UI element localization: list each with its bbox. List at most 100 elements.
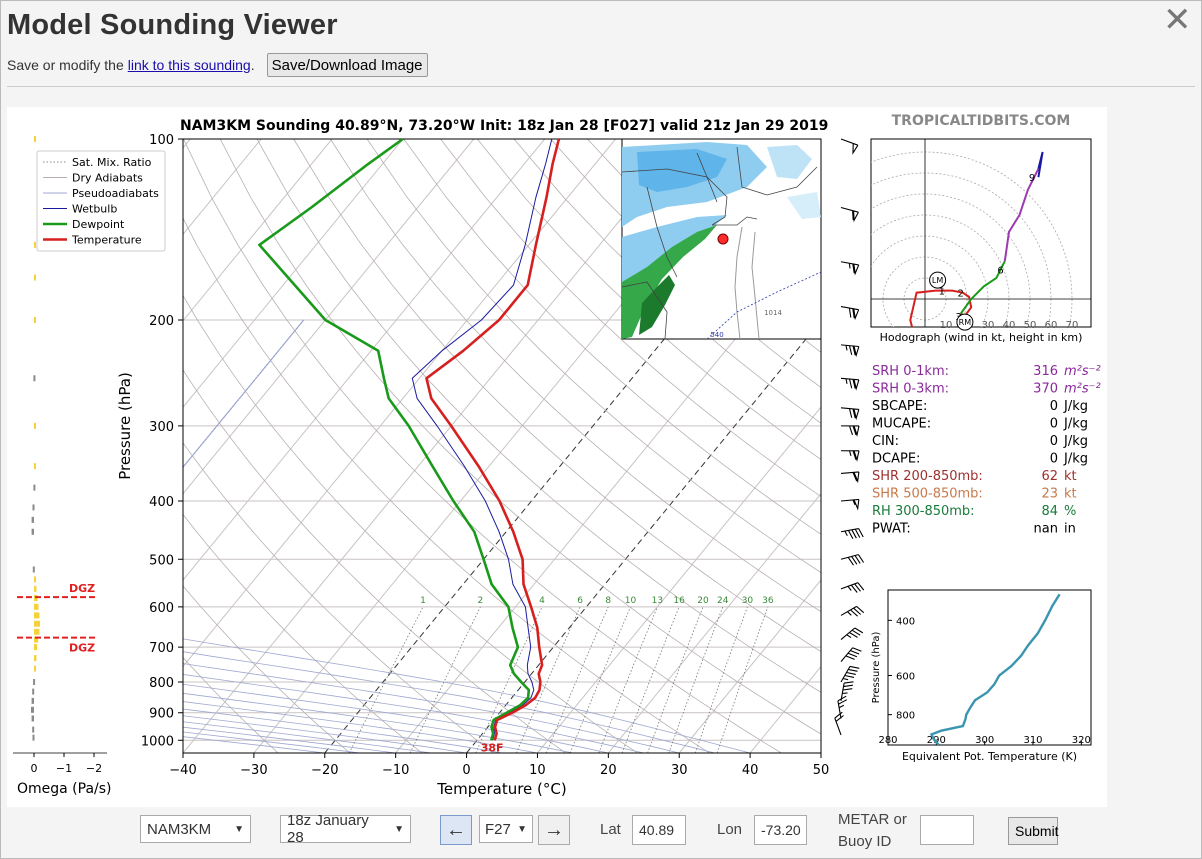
mixing-ratio-line bbox=[569, 606, 631, 753]
omega-bar bbox=[34, 603, 39, 610]
mixing-ratio-label: 1 bbox=[420, 596, 426, 606]
omega-bar bbox=[34, 463, 36, 470]
mixing-ratio-label: 2 bbox=[477, 596, 483, 606]
y-tick-label: 900 bbox=[149, 707, 174, 722]
theta-e-x-tick-label: 300 bbox=[975, 735, 994, 746]
index-value: 84 bbox=[1041, 504, 1058, 519]
omega-bar bbox=[32, 726, 35, 733]
wind-barb bbox=[840, 377, 860, 391]
radar-map-inset: 540 1014 bbox=[621, 138, 822, 340]
x-axis-label: Temperature (°C) bbox=[436, 780, 566, 798]
omega-bar bbox=[33, 375, 36, 382]
surface-temp-label: 38F bbox=[481, 741, 504, 754]
pseudo-adiabat bbox=[183, 319, 467, 753]
index-unit: in bbox=[1064, 522, 1076, 537]
lon-input[interactable]: -73.20 bbox=[754, 815, 807, 845]
isobar-contour bbox=[734, 226, 743, 340]
hodograph-ring-label: 40 bbox=[1003, 320, 1016, 331]
radar-echo bbox=[622, 225, 717, 339]
theta-e-y-tick-label: 400 bbox=[896, 616, 915, 627]
mixing-ratio-line bbox=[694, 606, 748, 753]
wind-barb bbox=[840, 528, 864, 540]
omega-bar bbox=[34, 422, 36, 429]
x-tick-label: 20 bbox=[600, 763, 617, 778]
dgz-label: DGZ bbox=[69, 582, 95, 595]
skewt-axes: −40 −30 −20 −10 0 10 20 30 40 50 100 200 300 400 500 60… bbox=[116, 133, 829, 798]
dry-adiabat bbox=[183, 369, 566, 753]
omega-tick-label: −2 bbox=[86, 762, 102, 775]
sounding-figure-svg: NAM3KM Sounding 40.89°N, 73.20°W Init: 1… bbox=[13, 113, 1101, 798]
index-value: 0 bbox=[1050, 399, 1058, 414]
sounding-link[interactable]: link to this sounding bbox=[127, 57, 251, 73]
omega-bar bbox=[34, 628, 40, 635]
wind-barb bbox=[840, 450, 860, 462]
dry-adiabat bbox=[440, 139, 821, 498]
index-label: SRH 0-3km: bbox=[872, 382, 949, 397]
theta-e-x-tick-label: 310 bbox=[1023, 735, 1042, 746]
theta-e-profile bbox=[929, 593, 1061, 745]
index-value: 0 bbox=[1050, 417, 1058, 432]
previous-hour-button[interactable]: ← bbox=[440, 815, 472, 845]
index-unit: kt bbox=[1064, 487, 1077, 502]
omega-bar bbox=[31, 706, 34, 713]
x-tick-label: 0 bbox=[462, 763, 470, 778]
hodograph-trace bbox=[909, 289, 973, 327]
omega-bar bbox=[34, 612, 40, 619]
wind-barb bbox=[840, 627, 864, 640]
wind-barb bbox=[840, 582, 865, 593]
theta-e-plot bbox=[929, 593, 1061, 745]
wind-barb bbox=[840, 261, 860, 276]
mixing-ratio-line bbox=[545, 606, 609, 753]
run-select[interactable]: 18z January 28 ▼ bbox=[280, 812, 411, 846]
y-tick-label: 100 bbox=[149, 133, 174, 148]
brand-watermark: TROPICALTIDBITS.COM bbox=[892, 113, 1071, 129]
wind-barb bbox=[837, 695, 848, 719]
lat-input[interactable]: 40.89 bbox=[632, 815, 686, 845]
submit-button[interactable]: Submit bbox=[1008, 817, 1059, 845]
mixing-ratio-line bbox=[348, 606, 424, 753]
figure-title: NAM3KM Sounding 40.89°N, 73.20°W Init: 1… bbox=[180, 118, 828, 134]
isotherm-line bbox=[183, 139, 475, 495]
isotherm-line bbox=[183, 139, 616, 668]
x-tick-label: 40 bbox=[742, 763, 759, 778]
lat-label: Lat bbox=[600, 821, 621, 838]
next-hour-button[interactable]: → bbox=[538, 815, 570, 845]
mixing-ratio-label: 6 bbox=[577, 596, 583, 606]
state-border bbox=[696, 152, 718, 203]
dry-adiabat bbox=[403, 139, 821, 535]
model-select[interactable]: NAM3KM ▼ bbox=[140, 815, 251, 843]
x-tick-label: −40 bbox=[169, 763, 196, 778]
metar-input[interactable] bbox=[920, 815, 974, 845]
state-border bbox=[621, 168, 728, 226]
dry-adiabat bbox=[330, 139, 821, 613]
map-label: 1014 bbox=[764, 309, 782, 317]
index-label: SHR 200-850mb: bbox=[872, 469, 983, 484]
wind-barb bbox=[840, 206, 859, 223]
mixing-ratio-line bbox=[668, 606, 724, 753]
isobar-contour bbox=[751, 231, 760, 340]
hodograph-ring-label: 70 bbox=[1066, 320, 1079, 331]
pseudo-adiabat bbox=[183, 319, 573, 753]
mixing-ratio-label: 4 bbox=[539, 596, 545, 606]
index-label: RH 300-850mb: bbox=[872, 504, 975, 519]
index-value: 0 bbox=[1050, 434, 1058, 449]
theta-e-x-tick-label: 320 bbox=[1072, 735, 1091, 746]
mixing-ratio-label: 10 bbox=[625, 596, 637, 606]
pseudo-adiabat bbox=[183, 319, 680, 753]
forecast-hour-select[interactable]: F27 ▼ bbox=[479, 815, 533, 843]
save-download-image-button[interactable]: Save/Download Image bbox=[266, 53, 428, 77]
index-label: PWAT: bbox=[872, 522, 911, 537]
subline-text: Save or modify the bbox=[7, 57, 124, 73]
isotherm-line bbox=[537, 406, 821, 753]
close-button[interactable]: ✕ bbox=[1163, 1, 1192, 39]
wind-barb bbox=[840, 425, 860, 437]
theta-e-frame bbox=[887, 589, 1092, 746]
mixing-ratio-label: 20 bbox=[697, 596, 709, 606]
isotherm-line bbox=[678, 579, 821, 753]
lon-label: Lon bbox=[717, 821, 743, 838]
index-value: nan bbox=[1034, 522, 1058, 537]
chevron-down-icon: ▼ bbox=[234, 823, 244, 835]
sounding-indices: SRH 0-1km: 316 m²s⁻² SRH 0-3km: 370 m²s⁻² SBCA… bbox=[872, 364, 1101, 537]
wind-barbs bbox=[834, 138, 865, 736]
dry-adiabat bbox=[183, 442, 494, 753]
